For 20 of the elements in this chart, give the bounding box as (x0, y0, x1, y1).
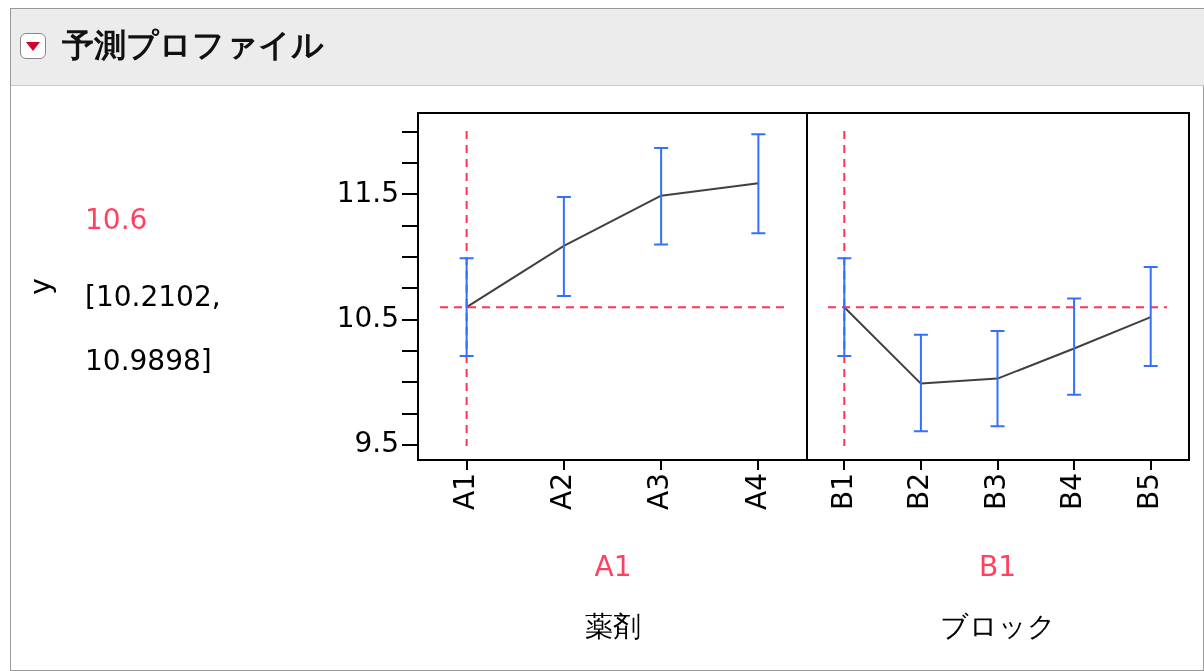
y-tick-label: 10.5 (336, 300, 399, 334)
x-tick-label: A1 (447, 473, 481, 510)
text: [10.2102, 10.9898] (85, 279, 222, 379)
text: B1 (978, 550, 1017, 583)
text: A1 (593, 550, 633, 583)
x-tick-label: B1 (825, 473, 859, 511)
x-tick-label: A3 (642, 473, 676, 510)
y-tick-label: 11.5 (336, 175, 399, 209)
x-axis-title: ブロック (938, 609, 1057, 645)
x-tick-label: A4 (739, 473, 773, 510)
x-tick-label: B5 (1131, 473, 1165, 511)
x-tick-label: A2 (545, 473, 579, 510)
text: 10.6 (85, 203, 148, 236)
x-tick-label: B3 (978, 473, 1012, 511)
y-axis-title: y (23, 278, 57, 295)
y-tick-label: 9.5 (354, 426, 399, 460)
chart-title: 予測プロファイル (62, 25, 324, 66)
x-tick-label: B4 (1055, 473, 1089, 511)
x-tick-label: B2 (902, 473, 936, 511)
x-axis-title: 薬剤 (584, 609, 642, 645)
